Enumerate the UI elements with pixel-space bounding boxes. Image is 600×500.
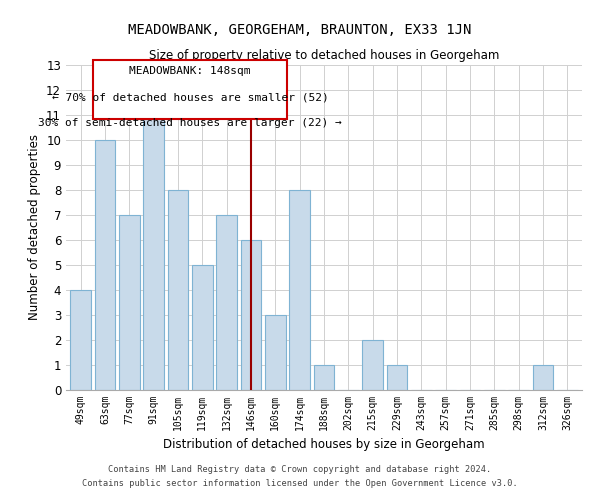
Bar	[533, 365, 553, 390]
Text: Contains HM Land Registry data © Crown copyright and database right 2024.
Contai: Contains HM Land Registry data © Crown c…	[82, 466, 518, 487]
Bar	[95, 140, 115, 390]
Bar	[70, 290, 91, 390]
Title: Size of property relative to detached houses in Georgeham: Size of property relative to detached ho…	[149, 50, 499, 62]
Bar	[289, 190, 310, 390]
Y-axis label: Number of detached properties: Number of detached properties	[28, 134, 41, 320]
Bar	[216, 215, 237, 390]
Bar	[167, 190, 188, 390]
Bar	[362, 340, 383, 390]
FancyBboxPatch shape	[93, 60, 287, 118]
Text: 30% of semi-detached houses are larger (22) →: 30% of semi-detached houses are larger (…	[38, 118, 342, 128]
Text: MEADOWBANK, GEORGEHAM, BRAUNTON, EX33 1JN: MEADOWBANK, GEORGEHAM, BRAUNTON, EX33 1J…	[128, 22, 472, 36]
Text: MEADOWBANK: 148sqm: MEADOWBANK: 148sqm	[130, 66, 251, 76]
Bar	[314, 365, 334, 390]
Bar	[265, 315, 286, 390]
Bar	[386, 365, 407, 390]
Bar	[241, 240, 262, 390]
Bar	[119, 215, 140, 390]
X-axis label: Distribution of detached houses by size in Georgeham: Distribution of detached houses by size …	[163, 438, 485, 452]
Bar	[192, 265, 212, 390]
Bar	[143, 115, 164, 390]
Text: ← 70% of detached houses are smaller (52): ← 70% of detached houses are smaller (52…	[52, 92, 329, 102]
